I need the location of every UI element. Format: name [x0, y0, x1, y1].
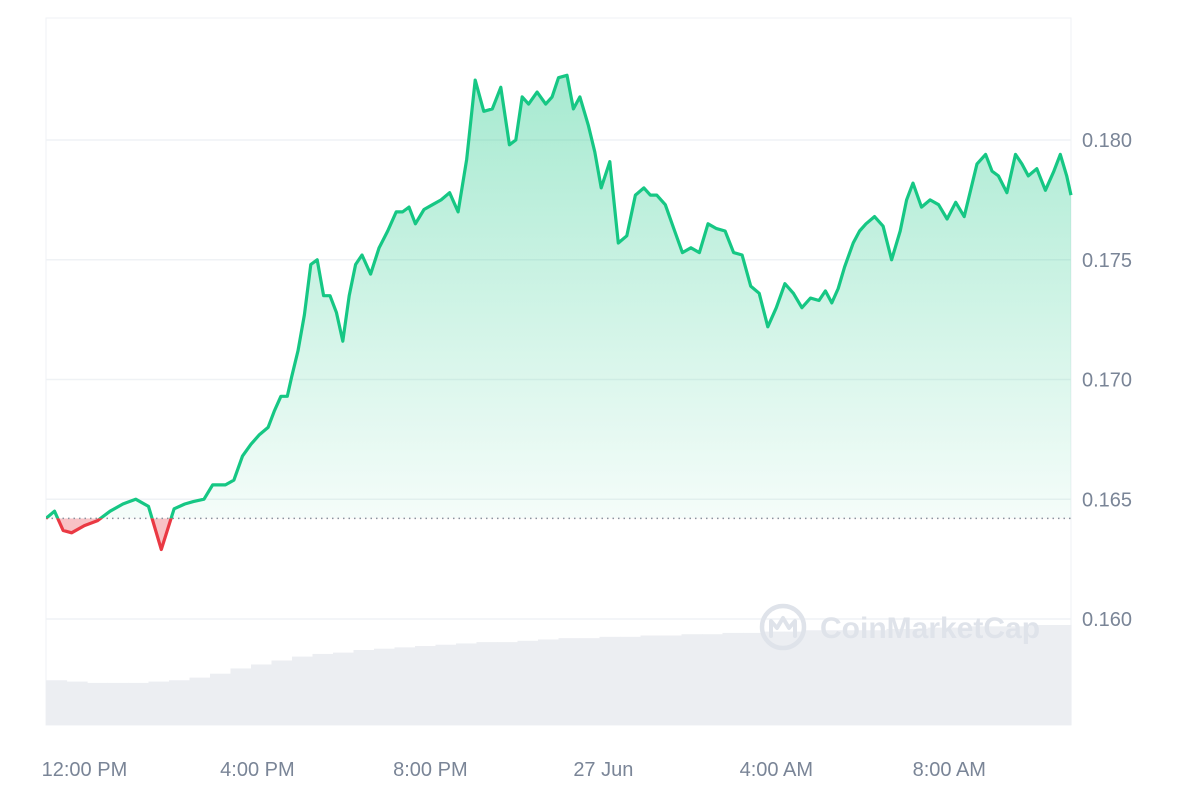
volume-bar — [271, 660, 293, 725]
x-axis: 12:00 PM 4:00 PM 8:00 PM 27 Jun 4:00 AM 8:00 … — [42, 759, 986, 781]
price-area-below-baseline — [57, 518, 172, 550]
volume-bar — [558, 638, 580, 725]
volume-bar — [620, 636, 642, 725]
volume-bar — [210, 673, 232, 725]
volume-bar — [394, 647, 416, 725]
x-tick-label: 8:00 PM — [393, 759, 467, 781]
volume-bar — [312, 653, 334, 725]
coinmarketcap-logo-icon — [759, 603, 807, 651]
volume-bar — [743, 632, 765, 725]
volume-bar — [927, 627, 949, 725]
volume-bar — [435, 644, 457, 725]
y-tick-label: 0.175 — [1082, 250, 1132, 272]
x-tick-label: 4:00 AM — [740, 759, 813, 781]
volume-bar — [46, 680, 68, 725]
volume-bar — [497, 642, 519, 725]
volume-bar — [353, 650, 375, 725]
volume-bar — [599, 636, 621, 725]
volume-bar — [722, 632, 744, 725]
x-tick-label: 27 Jun — [573, 759, 633, 781]
volume-bar — [845, 630, 867, 725]
x-tick-label: 4:00 PM — [220, 759, 294, 781]
volume-bar — [702, 634, 724, 725]
watermark-text: CoinMarketCap — [820, 612, 1040, 645]
volume-bar — [825, 630, 847, 725]
volume-bar — [907, 628, 929, 725]
volume-bar — [1030, 625, 1052, 725]
volume-bar — [640, 635, 662, 725]
volume-bar — [866, 630, 888, 725]
volume-bar — [1050, 625, 1072, 725]
volume-bar — [968, 626, 990, 725]
volume-bar — [1009, 626, 1031, 725]
x-tick-label: 8:00 AM — [913, 759, 986, 781]
volume-bar — [128, 682, 150, 725]
volume-bar — [538, 639, 560, 725]
y-tick-label: 0.180 — [1082, 130, 1132, 152]
volume-bar — [886, 628, 908, 725]
volume-bar — [415, 646, 437, 725]
volume-bar — [948, 627, 970, 725]
volume-bar — [374, 648, 396, 725]
volume-bar — [763, 631, 785, 725]
volume-bar — [87, 682, 109, 725]
volume-bar — [517, 640, 539, 725]
volume-bar — [66, 681, 88, 725]
volume-bar — [456, 643, 478, 725]
volume-bar — [292, 656, 314, 725]
volume-bar — [230, 668, 252, 725]
volume-bar — [804, 630, 826, 725]
y-axis: 0.160 0.165 0.170 0.175 0.180 — [1082, 130, 1132, 631]
volume-bar — [476, 642, 498, 725]
y-tick-label: 0.165 — [1082, 489, 1132, 511]
volume-bar — [169, 680, 191, 725]
y-tick-label: 0.170 — [1082, 370, 1132, 392]
volume-bar — [251, 664, 273, 725]
volume-bar — [189, 677, 211, 725]
volume-bar — [661, 635, 683, 725]
volume-bar — [989, 626, 1011, 725]
y-tick-label: 0.160 — [1082, 609, 1132, 631]
volume-bars — [46, 625, 1072, 725]
price-area-above-baseline — [46, 75, 1071, 519]
volume-bar — [681, 634, 703, 725]
volume-bar — [333, 652, 355, 725]
volume-bar — [579, 638, 601, 725]
volume-bar — [784, 631, 806, 725]
watermark: CoinMarketCap — [759, 603, 1040, 651]
volume-bar — [107, 682, 129, 725]
x-tick-label: 12:00 PM — [42, 759, 128, 781]
price-line-above-baseline[interactable] — [46, 73, 1073, 549]
volume-bar — [148, 681, 170, 725]
